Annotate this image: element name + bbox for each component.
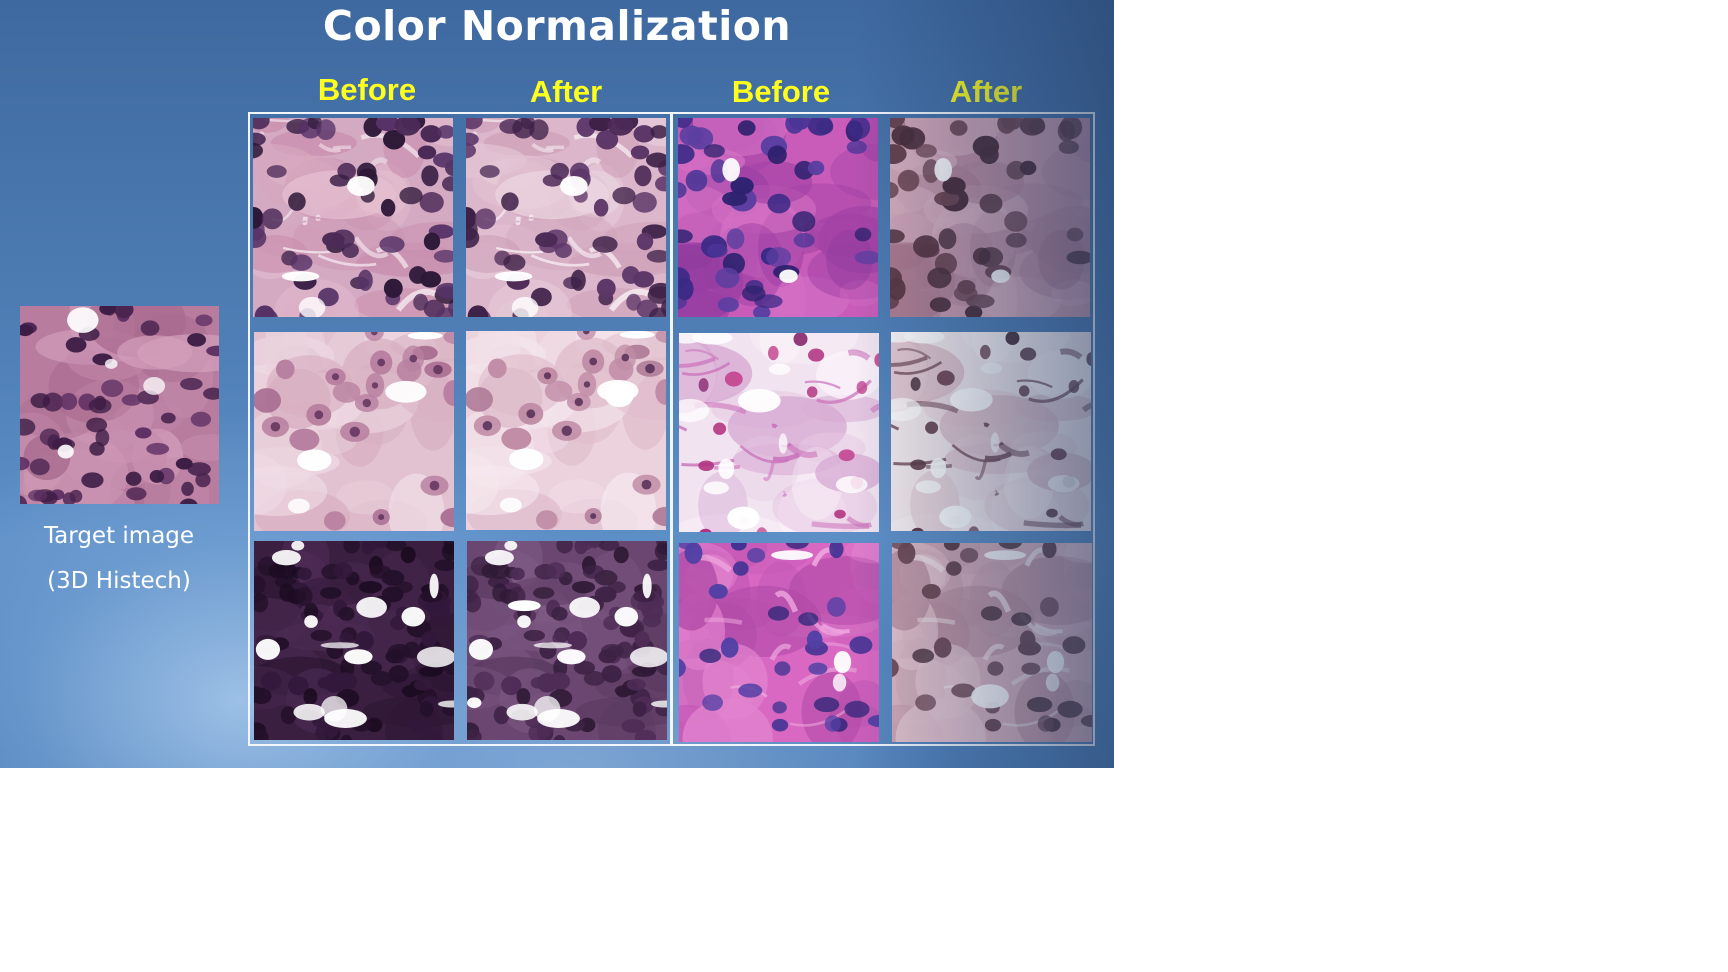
tile-set1-row3-before	[254, 541, 454, 740]
tile-set1-row1-before	[253, 118, 453, 317]
column-header-after-2: After	[949, 74, 1023, 109]
tile-set2-row2-after	[891, 332, 1091, 531]
slide-title: Color Normalization	[322, 2, 792, 50]
tile-set2-row3-after	[892, 543, 1092, 742]
column-header-before-1: Before	[317, 72, 417, 107]
tile-set1-row2-after	[466, 331, 666, 530]
column-header-after-1: After	[529, 74, 603, 109]
target-caption-line1: Target image	[43, 523, 195, 549]
target-image	[20, 306, 219, 504]
tile-set1-row2-before	[254, 332, 454, 531]
tile-set2-row1-before	[678, 118, 878, 317]
tile-set1-row3-after	[467, 541, 667, 740]
column-header-before-2: Before	[731, 74, 831, 109]
slide: Color Normalization Before After Before …	[0, 0, 1114, 768]
comparison-frame-right	[671, 112, 1095, 746]
tile-set2-row1-after	[890, 118, 1090, 317]
tile-set1-row1-after	[466, 118, 666, 317]
tile-set2-row2-before	[679, 333, 879, 532]
tile-set2-row3-before	[679, 543, 879, 742]
target-caption-line2: (3D Histech)	[47, 568, 191, 594]
